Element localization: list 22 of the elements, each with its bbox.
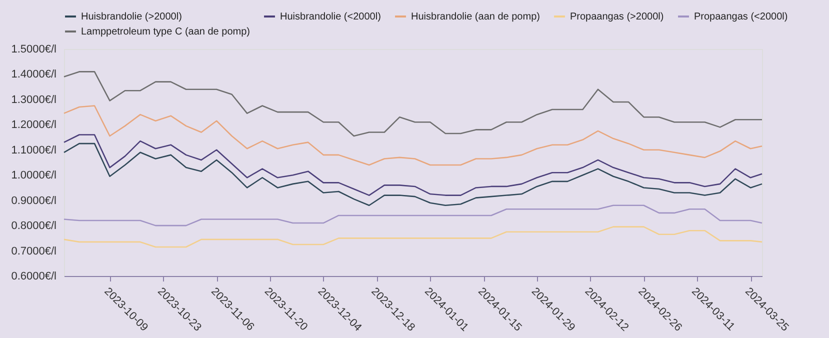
y-tick-label: 1.5000€/l — [11, 44, 56, 56]
legend-label: Propaangas (>2000l) — [570, 12, 664, 22]
legend-label: Huisbrandolie (>2000l) — [81, 12, 182, 22]
y-tick-label: 0.7000€/l — [11, 245, 56, 258]
y-tick-label: 1.0000€/l — [11, 170, 56, 182]
legend-label: Huisbrandolie (<2000l) — [280, 12, 381, 22]
y-tick-label: 1.1000€/l — [11, 144, 56, 156]
y-tick-label: 1.2000€/l — [11, 119, 56, 132]
legend-label: Propaangas (<2000l) — [694, 12, 788, 22]
line-series — [63, 105, 763, 166]
line-series — [63, 71, 763, 137]
y-tick-label: 0.6000€/l — [11, 270, 56, 282]
y-tick-label: 0.9000€/l — [11, 194, 56, 207]
legend-label: Lamppetroleum type C (aan de pomp) — [81, 26, 250, 38]
y-tick-label: 1.4000€/l — [11, 68, 56, 81]
line-series — [63, 142, 763, 206]
y-tick-label: 0.8000€/l — [11, 220, 56, 232]
line-series — [63, 134, 763, 196]
line-series — [63, 226, 763, 248]
y-tick-label: 1.3000€/l — [11, 94, 56, 106]
line-series — [63, 204, 763, 226]
legend-label: Huisbrandolie (aan de pomp) — [411, 12, 540, 22]
